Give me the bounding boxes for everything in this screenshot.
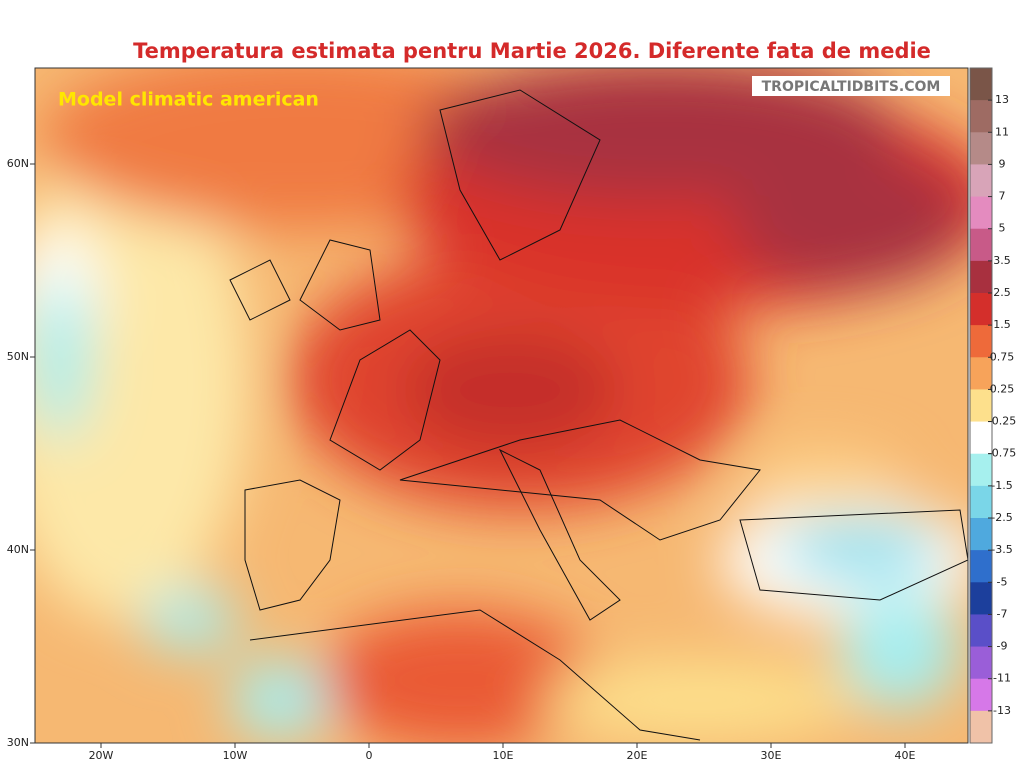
x-tick-label: 10W <box>223 749 248 762</box>
colorbar-label: -0.25 <box>988 415 1016 428</box>
y-tick-label: 30N <box>7 736 29 749</box>
map-field <box>35 68 968 743</box>
x-tick-label: 40E <box>895 749 916 762</box>
colorbar-label: 0.25 <box>990 382 1015 395</box>
colorbar-segment <box>970 164 992 198</box>
colorbar-segment <box>970 550 992 583</box>
colorbar-label: 5 <box>999 222 1006 235</box>
colorbar-label: 13 <box>995 93 1009 106</box>
colorbar-segment <box>970 646 992 680</box>
title: Temperatura estimata pentru Martie 2026.… <box>133 39 931 63</box>
colorbar-segment <box>970 132 992 165</box>
colorbar-label: -3.5 <box>991 543 1012 556</box>
colorbar-segment <box>970 260 992 294</box>
colorbar-label: 1.5 <box>993 318 1011 331</box>
colorbar-segment <box>970 228 992 262</box>
colorbar-label: 0.75 <box>990 350 1015 363</box>
colorbar-segment <box>970 453 992 487</box>
colorbar-segment <box>970 100 992 133</box>
subtitle: Model climatic american <box>58 89 319 111</box>
colorbar-segment <box>970 614 992 648</box>
colorbar-segment <box>970 357 992 390</box>
colorbar-label: -9 <box>997 640 1008 653</box>
colorbar-segment <box>970 68 992 101</box>
colorbar-label: -2.5 <box>991 511 1012 524</box>
colorbar-segment <box>970 678 992 712</box>
colorbar-segment <box>970 389 992 423</box>
colorbar-label: 9 <box>999 157 1006 170</box>
colorbar-segment <box>970 485 992 519</box>
colorbar-segment <box>970 710 992 744</box>
y-tick-label: 60N <box>7 157 29 170</box>
x-tick-label: 0 <box>366 749 373 762</box>
colorbar-label: 11 <box>995 125 1009 138</box>
colorbar-label: 7 <box>999 190 1006 203</box>
colorbar-label: -11 <box>993 672 1011 685</box>
watermark-box <box>752 76 950 96</box>
colorbar: 13 11 9 7 5 3.5 2.5 1.5 0.75 0.25 -0.25 -0.75 -1.5 -2… <box>969 67 1016 744</box>
x-tick-label: 30E <box>761 749 782 762</box>
x-tick-label: 10E <box>493 749 514 762</box>
watermark: TROPICALTIDBITS.COM <box>762 79 941 95</box>
y-tick-label: 40N <box>7 543 29 556</box>
colorbar-label: -1.5 <box>991 479 1012 492</box>
colorbar-label: -13 <box>993 704 1011 717</box>
colorbar-label: -0.75 <box>988 447 1016 460</box>
colorbar-label: -5 <box>997 575 1008 588</box>
colorbar-segment <box>970 518 992 551</box>
colorbar-segment <box>970 293 992 326</box>
x-tick-label: 20W <box>89 749 114 762</box>
colorbar-segment <box>970 196 992 230</box>
axes: 20W 10W 0 10E 20E 30E 40E 60N 50N 40N 30N <box>7 157 916 762</box>
colorbar-label: 3.5 <box>993 254 1011 267</box>
map-frame <box>34 67 969 744</box>
x-tick-label: 20E <box>627 749 648 762</box>
colorbar-frame <box>969 67 993 744</box>
y-tick-label: 50N <box>7 350 29 363</box>
colorbar-segment <box>970 325 992 358</box>
colorbar-label: -7 <box>997 607 1008 620</box>
colorbar-segment <box>970 582 992 615</box>
colorbar-label: 2.5 <box>993 286 1011 299</box>
colorbar-segment <box>970 421 992 455</box>
